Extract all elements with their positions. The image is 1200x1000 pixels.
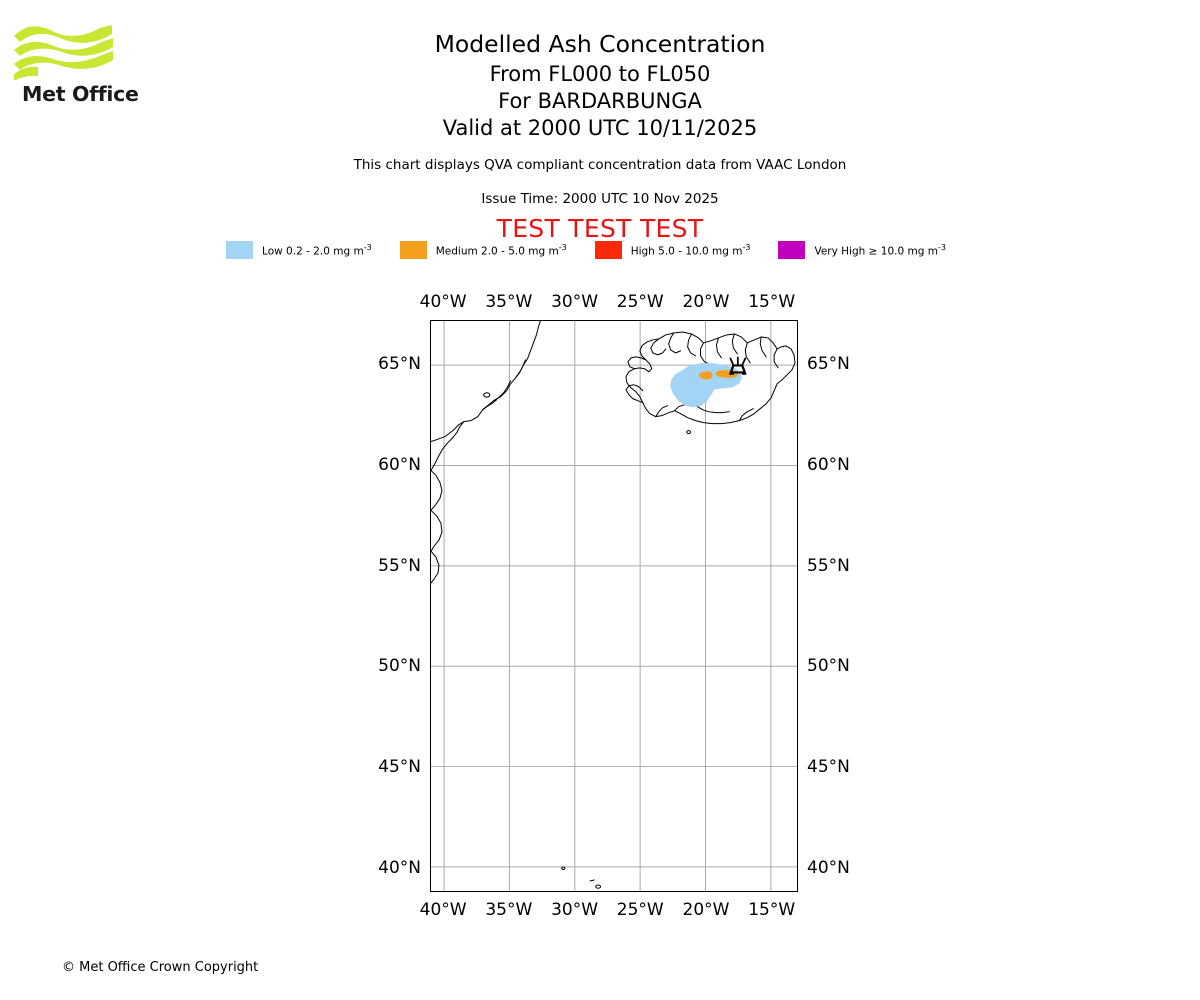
lat-tick-right-50°N: 50°N: [807, 656, 850, 677]
legend-label-very-high: Very High ≥ 10.0 mg m-3: [814, 242, 946, 258]
met-office-logo-block: Met Office: [12, 22, 139, 117]
legend-entry-high: High 5.0 - 10.0 mg m-3: [594, 241, 779, 259]
volcano-marker-bardarbunga: [729, 356, 747, 375]
lat-tick-right-45°N: 45°N: [807, 757, 850, 778]
legend-swatch-high: [594, 241, 622, 259]
lon-tick-bottom-15°W: 15°W: [748, 900, 796, 920]
lat-tick-right-55°N: 55°N: [807, 555, 850, 576]
map-canvas: [431, 321, 797, 891]
lon-tick-bottom-35°W: 35°W: [485, 900, 533, 920]
valid-time: Valid at 2000 UTC 10/11/2025: [442, 116, 758, 140]
ash-contour: [715, 369, 739, 378]
lon-tick-bottom-25°W: 25°W: [616, 900, 664, 920]
lat-tick-left-65°N: 65°N: [378, 354, 421, 375]
issue-time: Issue Time: 2000 UTC 10 Nov 2025: [481, 191, 719, 207]
legend-label-high: High 5.0 - 10.0 mg m-3: [630, 242, 751, 258]
volcano-name: For BARDARBUNGA: [498, 89, 702, 113]
lon-tick-top-30°W: 30°W: [551, 292, 599, 312]
lon-tick-top-40°W: 40°W: [419, 292, 467, 312]
page-title: Modelled Ash Concentration: [434, 30, 766, 58]
copyright-notice: © Met Office Crown Copyright: [62, 960, 259, 975]
met-office-wordmark: Met Office: [22, 82, 139, 106]
lon-tick-bottom-30°W: 30°W: [551, 900, 599, 920]
flight-level-range: From FL000 to FL050: [489, 62, 711, 86]
lon-tick-top-25°W: 25°W: [616, 292, 664, 312]
legend-swatch-low: [226, 241, 254, 259]
lat-tick-right-60°N: 60°N: [807, 455, 850, 475]
lat-tick-right-65°N: 65°N: [807, 354, 850, 375]
lat-tick-left-40°N: 40°N: [378, 857, 421, 878]
lat-tick-right-40°N: 40°N: [807, 857, 850, 878]
lon-tick-bottom-20°W: 20°W: [682, 900, 730, 920]
legend-swatch-very-high: [778, 241, 806, 259]
legend-entry-low: Low 0.2 - 2.0 mg m-3: [226, 241, 400, 259]
test-banner: TEST TEST TEST: [496, 214, 704, 243]
lat-tick-left-55°N: 55°N: [378, 555, 421, 576]
lat-tick-left-45°N: 45°N: [378, 757, 421, 778]
lon-tick-bottom-40°W: 40°W: [419, 900, 467, 920]
concentration-legend: Low 0.2 - 2.0 mg m-3 Medium 2.0 - 5.0 mg…: [0, 241, 1200, 259]
lon-tick-top-20°W: 20°W: [682, 292, 730, 312]
ash-concentration-map: [430, 320, 798, 892]
legend-entry-medium: Medium 2.0 - 5.0 mg m-3: [399, 241, 595, 259]
met-office-logo-icon: [14, 25, 113, 80]
legend-label-medium: Medium 2.0 - 5.0 mg m-3: [435, 242, 567, 258]
coastlines: [431, 321, 796, 889]
legend-entry-very-high: Very High ≥ 10.0 mg m-3: [778, 241, 973, 259]
qva-compliance-note: This chart displays QVA compliant concen…: [353, 157, 847, 173]
legend-label-low: Low 0.2 - 2.0 mg m-3: [262, 242, 372, 258]
lon-tick-top-15°W: 15°W: [748, 292, 796, 312]
lat-tick-left-60°N: 60°N: [378, 455, 421, 475]
legend-swatch-medium: [399, 241, 427, 259]
lat-tick-left-50°N: 50°N: [378, 656, 421, 677]
lon-tick-top-35°W: 35°W: [485, 292, 533, 312]
ash-contour: [698, 371, 713, 380]
